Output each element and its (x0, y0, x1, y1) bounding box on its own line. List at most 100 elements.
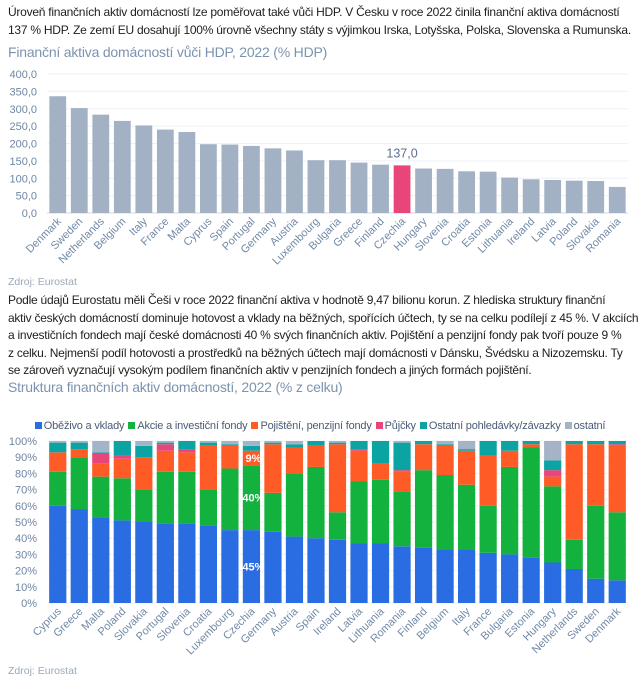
bar-segment (135, 489, 153, 522)
y-tick-label: 60% (15, 501, 37, 513)
bar-segment (49, 442, 67, 453)
bar-segment (221, 444, 239, 446)
bar-segment (436, 549, 454, 603)
y-tick-label: 400,0 (9, 69, 37, 81)
bar-segment (544, 441, 562, 461)
bar-segment (436, 475, 454, 550)
bar-segment (414, 444, 433, 471)
bar-segment (285, 444, 304, 448)
bar-hungary (415, 168, 432, 213)
bar-segment (608, 580, 626, 603)
bar-segment (587, 441, 605, 445)
y-tick-label: 50% (15, 517, 37, 529)
bar-sweden (70, 108, 88, 213)
bar-germany (264, 148, 282, 213)
bar-segment (565, 441, 583, 445)
y-tick-label: 250,0 (9, 121, 37, 133)
bar-segment (135, 457, 153, 490)
bar-slovakia (587, 181, 605, 213)
bar-segment (113, 441, 131, 456)
bar-segment (350, 449, 368, 451)
data-label: 137,0 (386, 146, 417, 160)
bar-malta (178, 132, 196, 213)
bar-segment (264, 531, 282, 603)
bar-segment (92, 441, 110, 453)
bar-segment (307, 445, 325, 467)
y-tick-label: 0% (21, 598, 37, 610)
middle-line: a investičních fondech mají české domácn… (8, 328, 622, 342)
bar-segment (458, 441, 476, 450)
bar-segment (242, 450, 261, 466)
bar-segment (479, 505, 497, 553)
bar-segment (522, 441, 540, 445)
y-tick-label: 150,0 (9, 156, 37, 168)
bar-segment (436, 441, 454, 445)
bar-austria (286, 150, 303, 213)
bar-segment (371, 463, 390, 480)
bar-segment (264, 444, 282, 493)
bar-segment (307, 441, 325, 446)
bar-greece (350, 162, 368, 213)
legend-swatch (128, 422, 136, 429)
legend-item: Pojištění, penzijní fondy (251, 420, 372, 432)
bar-segment (135, 441, 153, 446)
bar-segment (544, 562, 562, 603)
bar-segment (242, 445, 261, 451)
bar-segment (587, 578, 605, 603)
bar-denmark (49, 96, 67, 213)
middle-line: se zároveň vyznačují vysokým podílem fin… (8, 363, 532, 377)
bar-segment (307, 538, 325, 603)
y-tick-label: 10% (15, 582, 37, 594)
bar-segment (242, 465, 261, 531)
bar-segment (350, 450, 368, 482)
bar-segment (264, 492, 282, 532)
bar-segment (70, 509, 88, 603)
bar-czechia (393, 165, 411, 213)
bar-segment (414, 441, 433, 445)
bar-segment (92, 453, 110, 464)
bar-segment (522, 447, 540, 558)
bar-ireland (522, 179, 540, 213)
bar-segment (178, 441, 196, 450)
bar-segment (522, 557, 540, 603)
bar-luxembourg (307, 160, 325, 213)
data-label: 9% (245, 453, 261, 465)
y-tick-label: 200,0 (9, 139, 37, 151)
bar-segment (436, 445, 454, 476)
bar-segment (328, 441, 347, 443)
bar-italy (135, 125, 153, 213)
bar-segment (544, 486, 562, 563)
data-label: 45% (242, 562, 264, 574)
bar-segment (113, 520, 131, 603)
bar-segment (479, 455, 497, 506)
bar-segment (156, 441, 174, 443)
legend-item: ostatní (564, 420, 605, 432)
legend-item: Akcie a investiční fondy (128, 420, 248, 432)
bar-segment (587, 444, 605, 506)
bar-segment (328, 442, 347, 445)
bar-segment (199, 445, 217, 490)
bar-segment (199, 441, 217, 443)
bar-segment (544, 470, 562, 477)
bar-segment (156, 523, 174, 603)
legend-item: Ostatní pohledávky/závazky (419, 420, 561, 432)
bar-segment (414, 547, 433, 603)
bar-segment (178, 449, 196, 453)
bar-segment (501, 466, 519, 555)
legend-item: Oběživo a vklady (34, 420, 125, 432)
bar-segment (371, 479, 390, 544)
chart2-source: Zdroj: Eurostat (8, 665, 77, 677)
bar-segment (221, 468, 239, 531)
middle-paragraph: Podle údajů Eurostatu měli Češi v roce 2… (8, 292, 639, 380)
legend-label: Půjčky (384, 420, 416, 432)
bar-segment (199, 525, 217, 603)
bar-segment (608, 512, 626, 581)
bar-segment (458, 484, 476, 550)
bar-segment (70, 449, 88, 458)
bar-segment (70, 442, 88, 450)
y-tick-label: 100% (9, 436, 37, 448)
bar-segment (156, 442, 174, 445)
bar-segment (414, 470, 433, 548)
chart1-source: Zdroj: Eurostat (8, 276, 77, 288)
bar-france (156, 129, 174, 213)
